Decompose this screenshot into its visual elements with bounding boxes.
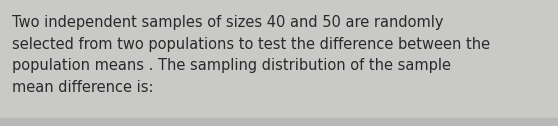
Text: Two independent samples of sizes 40 and 50 are randomly
selected from two popula: Two independent samples of sizes 40 and … — [12, 15, 490, 95]
Bar — [0, 118, 558, 126]
